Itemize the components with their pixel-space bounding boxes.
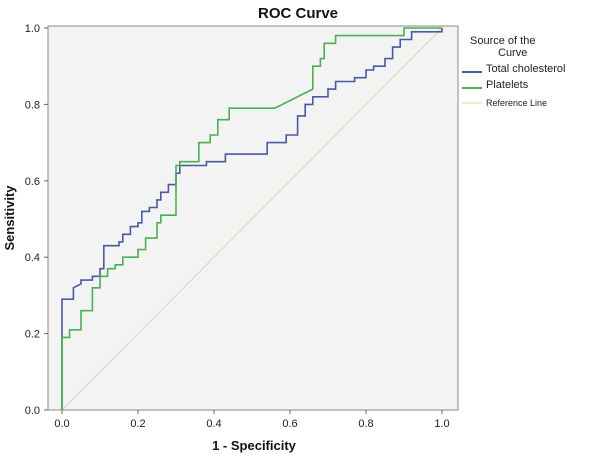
y-tick-label: 0.2 — [25, 329, 40, 341]
chart-title: ROC Curve — [258, 5, 338, 22]
series-layer — [61, 27, 443, 411]
x-tick-label: 0.0 — [54, 418, 69, 430]
x-tick-label: 0.8 — [358, 418, 373, 430]
x-tick-label: 0.2 — [130, 418, 145, 430]
legend-label-reference-line: Reference Line — [486, 98, 547, 108]
y-tick-label: 0.0 — [25, 405, 40, 417]
legend-label-platelets: Platelets — [486, 79, 529, 91]
x-axis-title: 1 - Specificity — [212, 438, 297, 453]
legend-title-line-1: Source of the — [470, 35, 535, 47]
series-line-platelets — [61, 27, 442, 410]
legend-label-total-cholesterol: Total cholesterol — [486, 63, 566, 75]
legend: Source of the Curve Total cholesterol Pl… — [462, 35, 566, 108]
y-tick-label: 0.8 — [25, 99, 40, 111]
axis-ticks: 0.0 0.2 0.4 0.6 0.8 1.0 0.0 0.2 0.4 0.6 0.8 1.0 — [25, 23, 450, 430]
series-line-reference-line — [61, 27, 443, 411]
series-line-total-cholesterol — [61, 28, 443, 410]
y-tick-label: 1.0 — [25, 23, 40, 35]
x-tick-label: 1.0 — [434, 418, 449, 430]
y-tick-label: 0.4 — [25, 252, 40, 264]
x-tick-label: 0.4 — [206, 418, 221, 430]
y-tick-label: 0.6 — [25, 176, 40, 188]
x-tick-label: 0.6 — [282, 418, 297, 430]
y-axis-title: Sensitivity — [2, 185, 17, 251]
legend-title-line-2: Curve — [498, 47, 527, 59]
